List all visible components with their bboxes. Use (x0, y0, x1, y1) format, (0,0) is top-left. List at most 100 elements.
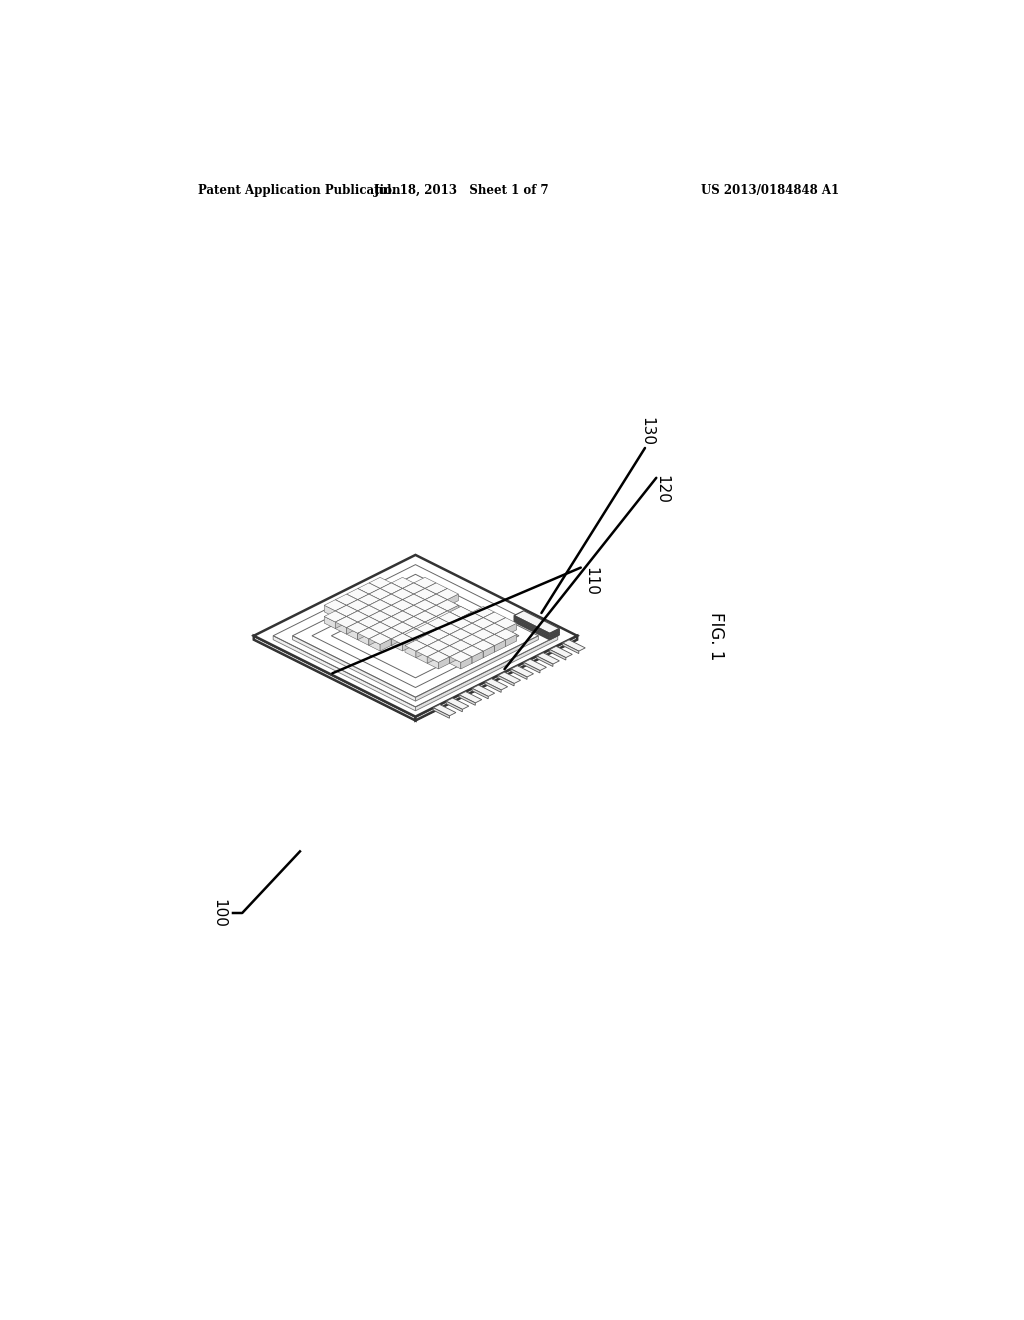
Polygon shape (380, 634, 391, 645)
Polygon shape (472, 606, 495, 618)
Polygon shape (438, 640, 450, 652)
Polygon shape (461, 628, 472, 642)
Text: Patent Application Publication: Patent Application Publication (199, 183, 400, 197)
Polygon shape (391, 628, 402, 640)
Polygon shape (404, 628, 427, 640)
Polygon shape (380, 583, 391, 595)
Polygon shape (483, 640, 495, 652)
Polygon shape (461, 612, 472, 624)
Polygon shape (495, 640, 506, 652)
Polygon shape (511, 669, 527, 680)
Polygon shape (436, 599, 459, 611)
Polygon shape (483, 623, 495, 635)
Polygon shape (414, 594, 425, 606)
Polygon shape (347, 606, 357, 618)
Polygon shape (483, 618, 495, 630)
Polygon shape (506, 635, 517, 647)
Polygon shape (446, 701, 463, 711)
Polygon shape (461, 651, 472, 664)
Polygon shape (391, 622, 402, 634)
Polygon shape (483, 623, 506, 635)
Polygon shape (472, 612, 483, 624)
Polygon shape (346, 599, 357, 611)
Polygon shape (425, 611, 436, 623)
Polygon shape (447, 594, 459, 606)
Polygon shape (416, 645, 438, 657)
Polygon shape (325, 616, 335, 628)
Polygon shape (414, 622, 425, 634)
Polygon shape (438, 657, 450, 669)
Polygon shape (380, 599, 391, 611)
Polygon shape (325, 599, 346, 611)
Polygon shape (537, 653, 559, 664)
Polygon shape (514, 616, 559, 639)
Polygon shape (438, 645, 450, 657)
Polygon shape (380, 606, 402, 616)
Polygon shape (438, 623, 461, 635)
Text: 100: 100 (212, 899, 226, 928)
Polygon shape (391, 639, 402, 651)
Polygon shape (369, 628, 380, 640)
Polygon shape (414, 611, 436, 622)
Polygon shape (438, 612, 461, 623)
Polygon shape (369, 634, 391, 644)
Polygon shape (425, 616, 436, 628)
Polygon shape (438, 645, 461, 657)
Polygon shape (357, 634, 369, 645)
Polygon shape (436, 616, 447, 628)
Polygon shape (254, 636, 416, 721)
Polygon shape (391, 577, 414, 589)
Polygon shape (357, 616, 380, 627)
Polygon shape (450, 606, 472, 618)
Polygon shape (495, 623, 506, 635)
Polygon shape (514, 618, 550, 636)
Polygon shape (414, 589, 436, 599)
Polygon shape (402, 583, 425, 594)
Polygon shape (537, 656, 553, 667)
Polygon shape (357, 589, 369, 601)
Polygon shape (391, 616, 402, 628)
Polygon shape (425, 606, 436, 618)
Polygon shape (369, 611, 391, 622)
Text: 130: 130 (639, 417, 654, 446)
Polygon shape (416, 623, 438, 635)
Polygon shape (402, 583, 414, 595)
Polygon shape (380, 628, 402, 639)
Polygon shape (550, 630, 559, 636)
Polygon shape (416, 640, 427, 652)
Polygon shape (380, 589, 391, 601)
Polygon shape (438, 635, 450, 647)
Text: US 2013/0184848 A1: US 2013/0184848 A1 (700, 183, 839, 197)
Polygon shape (402, 606, 425, 616)
Polygon shape (459, 692, 481, 702)
Polygon shape (380, 616, 402, 627)
Polygon shape (425, 616, 447, 627)
Polygon shape (369, 606, 380, 618)
Polygon shape (450, 640, 461, 652)
Polygon shape (472, 618, 495, 628)
Polygon shape (450, 651, 472, 663)
Polygon shape (450, 618, 472, 628)
Polygon shape (414, 577, 436, 589)
Polygon shape (391, 589, 414, 599)
Polygon shape (404, 640, 427, 651)
Polygon shape (450, 640, 472, 651)
Polygon shape (498, 676, 514, 686)
Polygon shape (461, 657, 472, 669)
Polygon shape (357, 583, 380, 594)
Polygon shape (450, 657, 461, 669)
Polygon shape (391, 634, 414, 644)
Polygon shape (369, 622, 391, 634)
Polygon shape (436, 611, 447, 623)
Polygon shape (427, 657, 438, 669)
Polygon shape (380, 616, 391, 628)
Polygon shape (511, 665, 534, 677)
Polygon shape (427, 645, 438, 657)
Polygon shape (391, 589, 402, 601)
Polygon shape (425, 583, 447, 594)
Polygon shape (336, 606, 357, 616)
Polygon shape (357, 622, 369, 634)
Polygon shape (357, 606, 380, 616)
Polygon shape (347, 616, 357, 628)
Polygon shape (495, 628, 517, 640)
